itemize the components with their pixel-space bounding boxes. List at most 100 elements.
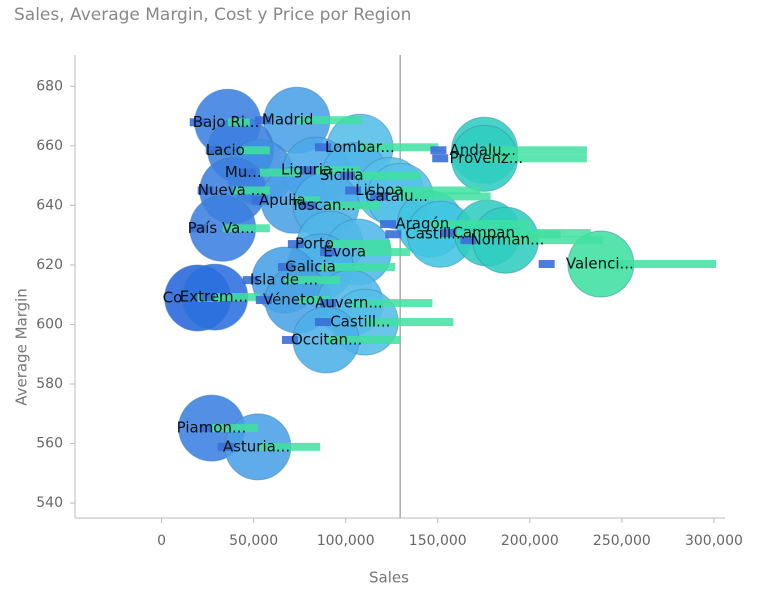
bubble-label: Galicia [285, 257, 336, 275]
price-bar [316, 166, 361, 175]
cost-bar [370, 192, 387, 201]
bubble-label: Toscan... [290, 196, 356, 214]
x-tick-label: 0 [157, 533, 166, 549]
cost-bar [320, 299, 337, 308]
cost-bar [340, 171, 355, 180]
cost-bar [239, 168, 256, 177]
x-tick-label: 250,000 [593, 533, 651, 549]
y-tick-label: 640 [36, 197, 63, 213]
cost-bar [251, 196, 268, 205]
bubble-label: Apulia [259, 191, 306, 209]
bubble-label: Lombar... [325, 138, 395, 156]
y-tick-label: 580 [36, 376, 63, 392]
bubble-label: Asturia... [223, 437, 290, 455]
bubble-label: Madrid [262, 111, 314, 129]
x-tick-label: 100,000 [317, 533, 375, 549]
bubble-label: Évora [323, 242, 366, 261]
cost-bar [432, 154, 449, 163]
bubble-label: Campan... [452, 224, 529, 242]
bubble-label: Aragón [395, 215, 449, 233]
price-bar [600, 260, 717, 269]
bubble-label: Occitan... [291, 330, 362, 348]
bubble-label: Véneto [263, 291, 315, 309]
bubble-label: Isla de ... [250, 271, 318, 289]
y-tick-label: 540 [36, 495, 63, 511]
cost-bar [345, 186, 362, 195]
x-tick-label: 50,000 [229, 533, 278, 549]
bubble-label: Bajo Ri... [193, 113, 259, 131]
price-bar [296, 116, 363, 125]
price-bar [360, 143, 439, 152]
y-tick-label: 660 [36, 138, 63, 154]
price-bar [320, 262, 396, 271]
price-bar [297, 296, 331, 305]
cost-bar [197, 186, 214, 195]
cost-bar [254, 116, 271, 125]
price-bar [430, 220, 531, 229]
cost-bar [242, 276, 259, 285]
price-bar [484, 154, 587, 163]
price-bar [365, 318, 454, 327]
price-bar [505, 236, 603, 245]
price-bar [240, 146, 270, 155]
bubble-label: Andalu... [450, 141, 516, 159]
cost-bar [199, 424, 212, 433]
cost-bar [277, 262, 294, 271]
price-bar [257, 442, 321, 451]
chart-title: Sales, Average Margin, Cost y Price por … [14, 5, 411, 25]
cost-bar [281, 335, 298, 344]
price-bar [232, 186, 270, 195]
cost-bar [179, 293, 196, 302]
x-tick-label: 150,000 [409, 533, 467, 549]
bubble-label: País Va... [188, 219, 255, 237]
price-bar [325, 335, 401, 344]
price-bar [214, 293, 260, 302]
bubble-label: Norman... [471, 231, 545, 249]
y-tick-label: 680 [36, 78, 63, 94]
cost-bar [314, 143, 331, 152]
y-tick-label: 620 [36, 257, 63, 273]
bubble-label: Lacio [206, 141, 245, 159]
price-bar [227, 118, 250, 127]
price-bar [284, 276, 341, 285]
bubble-label: Provenz... [450, 149, 524, 167]
x-axis-label: Sales [369, 569, 409, 587]
cost-bar [385, 230, 402, 239]
cost-bar [380, 220, 397, 229]
bubble-label: Castill... [405, 225, 465, 243]
bubble-label: Mu... [225, 163, 262, 181]
price-bar [354, 171, 421, 180]
cost-bar [320, 248, 337, 257]
y-tick-label: 560 [36, 436, 63, 452]
cost-bar [287, 240, 304, 249]
y-tick-label: 600 [36, 316, 63, 332]
x-tick-label: 200,000 [501, 533, 559, 549]
bubble-label: Catalu... [365, 187, 428, 205]
y-axis-label: Average Margin [13, 288, 31, 406]
price-bar [222, 224, 270, 233]
price-bar [358, 248, 411, 257]
cost-bar [189, 224, 206, 233]
price-bar [350, 299, 433, 308]
price-bar [487, 229, 591, 238]
cost-bar [199, 293, 215, 302]
cost-bar [460, 236, 477, 245]
bubble-label: Liguria [281, 161, 332, 179]
price-bar [325, 201, 381, 210]
bubble-label: Valenci... [566, 255, 634, 273]
bubble-label: Co [163, 288, 183, 306]
bubble-label: Porto [295, 235, 334, 253]
price-bar [390, 186, 481, 195]
price-bar [211, 424, 258, 433]
price-bar [400, 192, 491, 201]
cost-bar [538, 260, 555, 269]
bubble-label: Lisboa [355, 181, 403, 199]
cost-bar [300, 201, 317, 210]
bubble-label: Sicilia [320, 166, 364, 184]
x-tick-label: 300,000 [685, 533, 743, 549]
cost-bar [440, 229, 457, 238]
cost-bar [314, 318, 331, 327]
bubble-label: Castill... [330, 313, 390, 331]
cost-bar [300, 166, 317, 175]
